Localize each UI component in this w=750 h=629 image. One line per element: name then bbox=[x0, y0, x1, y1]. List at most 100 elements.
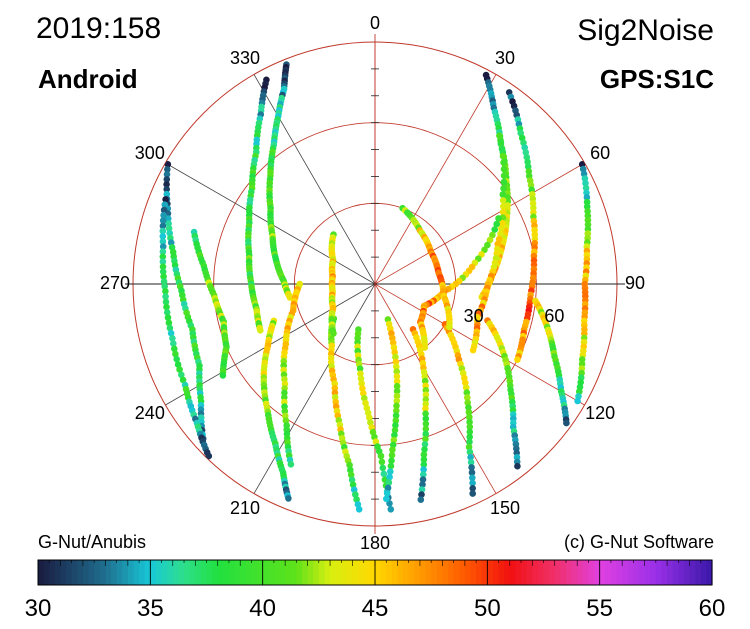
colorbar-segment bbox=[335, 560, 342, 585]
colorbar-segment bbox=[195, 560, 202, 585]
snr-point bbox=[446, 323, 453, 331]
colorbar-segment bbox=[436, 560, 443, 585]
colorbar-segment bbox=[633, 560, 640, 585]
colorbar-segment bbox=[509, 560, 517, 585]
snr-point bbox=[346, 461, 353, 469]
colorbar-segment bbox=[431, 560, 438, 585]
snr-point bbox=[418, 491, 425, 498]
snr-point bbox=[563, 419, 570, 427]
snr-point bbox=[171, 345, 178, 353]
colorbar-segment bbox=[386, 560, 393, 585]
snr-point bbox=[422, 430, 430, 438]
colorbar-segment bbox=[397, 560, 404, 585]
snr-point bbox=[281, 394, 288, 401]
snr-point bbox=[390, 436, 398, 444]
snr-point bbox=[347, 471, 355, 479]
snr-point bbox=[176, 366, 183, 373]
snr-point bbox=[160, 278, 168, 285]
snr-point bbox=[500, 172, 508, 179]
colorbar-segment bbox=[408, 560, 415, 585]
radial-tick-label: 30 bbox=[464, 306, 484, 326]
snr-point bbox=[392, 412, 400, 419]
colorbar-segment bbox=[414, 560, 421, 585]
snr-point bbox=[281, 389, 288, 397]
snr-point bbox=[392, 353, 399, 361]
colorbar-segment bbox=[60, 560, 67, 585]
snr-point bbox=[583, 198, 591, 206]
colorbar-segment bbox=[453, 560, 460, 585]
snr-point bbox=[498, 219, 506, 227]
snr-point bbox=[500, 159, 507, 166]
snr-point bbox=[159, 268, 167, 276]
colorbar-segment bbox=[167, 560, 174, 585]
colorbar-segment bbox=[594, 560, 601, 585]
colorbar-segment bbox=[565, 560, 573, 585]
colorbar-segment bbox=[683, 560, 691, 585]
azimuth-tick-label: 210 bbox=[229, 498, 261, 519]
colorbar-segment bbox=[650, 560, 657, 585]
snr-point bbox=[166, 324, 174, 332]
colorbar-tick-label: 50 bbox=[473, 595, 501, 622]
azimuth-tick-label: 120 bbox=[585, 403, 616, 423]
azimuth-tick-label: 30 bbox=[494, 47, 516, 68]
colorbar-segment bbox=[212, 560, 219, 585]
snr-point bbox=[469, 485, 477, 492]
snr-point bbox=[422, 435, 429, 443]
azimuth-tick-label: 330 bbox=[229, 47, 261, 68]
snr-point bbox=[422, 415, 430, 423]
snr-point bbox=[386, 473, 393, 481]
snr-point bbox=[384, 484, 392, 492]
snr-point bbox=[421, 441, 429, 448]
snr-point bbox=[468, 464, 475, 471]
colorbar-segment bbox=[588, 560, 595, 585]
colorbar-segment bbox=[599, 560, 606, 585]
snr-point bbox=[285, 495, 292, 502]
snr-point bbox=[465, 408, 473, 416]
snr-point bbox=[466, 423, 474, 431]
colorbar-segment bbox=[66, 560, 73, 585]
colorbar-segment bbox=[644, 560, 651, 585]
snr-point bbox=[161, 283, 168, 290]
colorbar-segment bbox=[582, 560, 590, 585]
colorbar-segment bbox=[77, 560, 84, 585]
snr-point bbox=[422, 410, 429, 418]
snr-point bbox=[159, 243, 167, 250]
colorbar-segment bbox=[279, 560, 286, 585]
snr-point bbox=[494, 240, 502, 248]
colorbar-segment bbox=[139, 560, 146, 585]
snr-point bbox=[159, 253, 167, 260]
colorbar-segment bbox=[549, 560, 556, 585]
snr-point bbox=[392, 358, 400, 366]
azimuth-tick-label: 270 bbox=[99, 273, 131, 293]
colorbar-segment bbox=[228, 560, 236, 585]
colorbar-segment bbox=[330, 560, 337, 585]
colorbar-segment bbox=[667, 560, 674, 585]
snr-point bbox=[486, 236, 494, 244]
snr-point bbox=[160, 273, 167, 280]
snr-point bbox=[159, 238, 167, 245]
snr-point bbox=[159, 248, 167, 255]
snr-point bbox=[163, 186, 170, 193]
colorbar-segment bbox=[706, 560, 713, 585]
snr-point bbox=[419, 481, 426, 488]
snr-point bbox=[462, 384, 470, 391]
colorbar-segment bbox=[150, 560, 157, 585]
snr-point bbox=[393, 402, 400, 410]
snr-point bbox=[491, 226, 499, 233]
colorbar-segment bbox=[234, 560, 241, 585]
colorbar-segment bbox=[554, 560, 561, 585]
colorbar-segment bbox=[99, 560, 106, 585]
snr-point bbox=[420, 456, 428, 463]
signal-label: GPS:S1C bbox=[599, 64, 714, 94]
snr-point bbox=[355, 506, 363, 513]
left-credit: G-Nut/Anubis bbox=[38, 532, 147, 552]
snr-point bbox=[388, 457, 395, 465]
colorbar-segment bbox=[476, 560, 483, 585]
snr-point bbox=[257, 327, 264, 334]
colorbar-segment bbox=[661, 560, 668, 585]
snr-point bbox=[465, 404, 472, 411]
azimuth-tick-label: 300 bbox=[134, 143, 165, 163]
snr-point bbox=[391, 431, 398, 439]
colorbar-segment bbox=[627, 560, 634, 585]
snr-point bbox=[418, 486, 426, 493]
